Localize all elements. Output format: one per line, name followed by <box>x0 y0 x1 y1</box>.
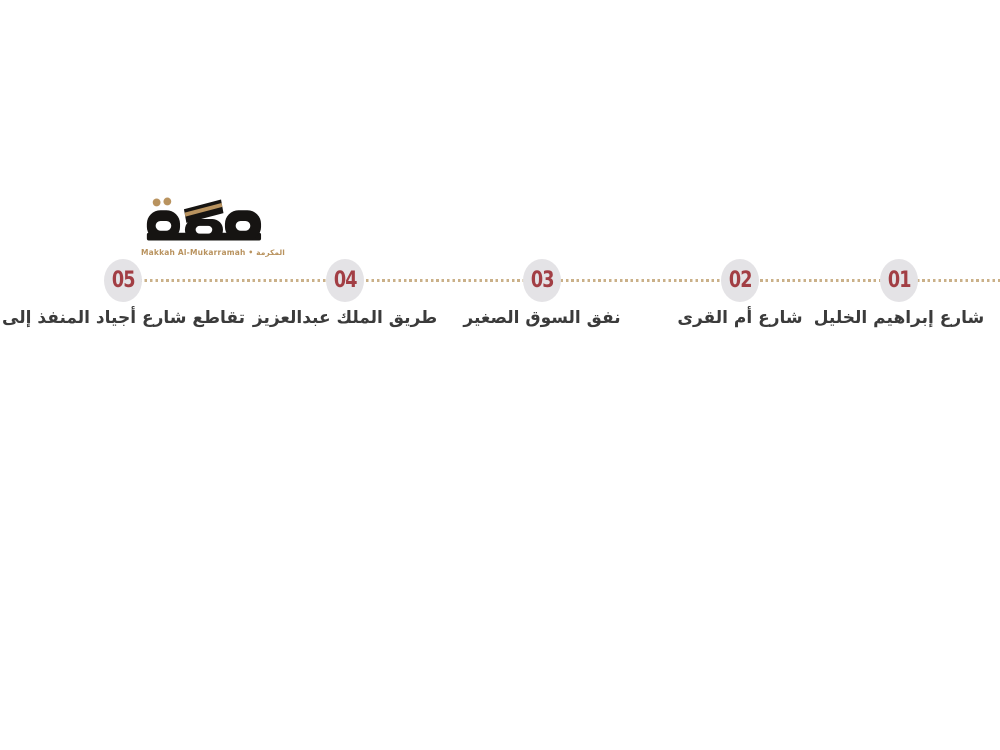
makkah-newspaper-logo: مكة Makkah Al-Mukarramah • المكرمة <box>141 194 285 257</box>
node-label-05: تقاطع شارع أجياد المنفذ إلى أجياد السد <box>0 308 245 328</box>
logo-dot-left <box>152 198 161 207</box>
timeline-node-03: 03 <box>523 259 561 302</box>
node-number-04: 04 <box>333 267 358 293</box>
makkah-wordmark-icon <box>146 197 262 241</box>
logo-tagline: Makkah Al-Mukarramah • المكرمة <box>141 248 285 257</box>
timeline-node-05: 05 <box>104 259 142 302</box>
timeline-node-02: 02 <box>721 259 759 302</box>
node-number-01: 01 <box>887 267 912 293</box>
node-number-05: 05 <box>111 267 136 293</box>
timeline-dotted-line <box>123 279 1000 282</box>
node-label-04: طريق الملك عبدالعزيز <box>252 308 438 328</box>
node-number-03: 03 <box>530 267 555 293</box>
timeline-node-01: 01 <box>880 259 918 302</box>
node-label-02: شارع أم القرى <box>677 308 803 328</box>
logo-dot-right <box>163 197 172 206</box>
node-label-03: نفق السوق الصغير <box>463 308 621 328</box>
node-number-02: 02 <box>728 267 753 293</box>
kaaba-icon <box>183 199 224 223</box>
node-label-01: شارع إبراهيم الخليل <box>813 308 985 328</box>
timeline-node-04: 04 <box>326 259 364 302</box>
